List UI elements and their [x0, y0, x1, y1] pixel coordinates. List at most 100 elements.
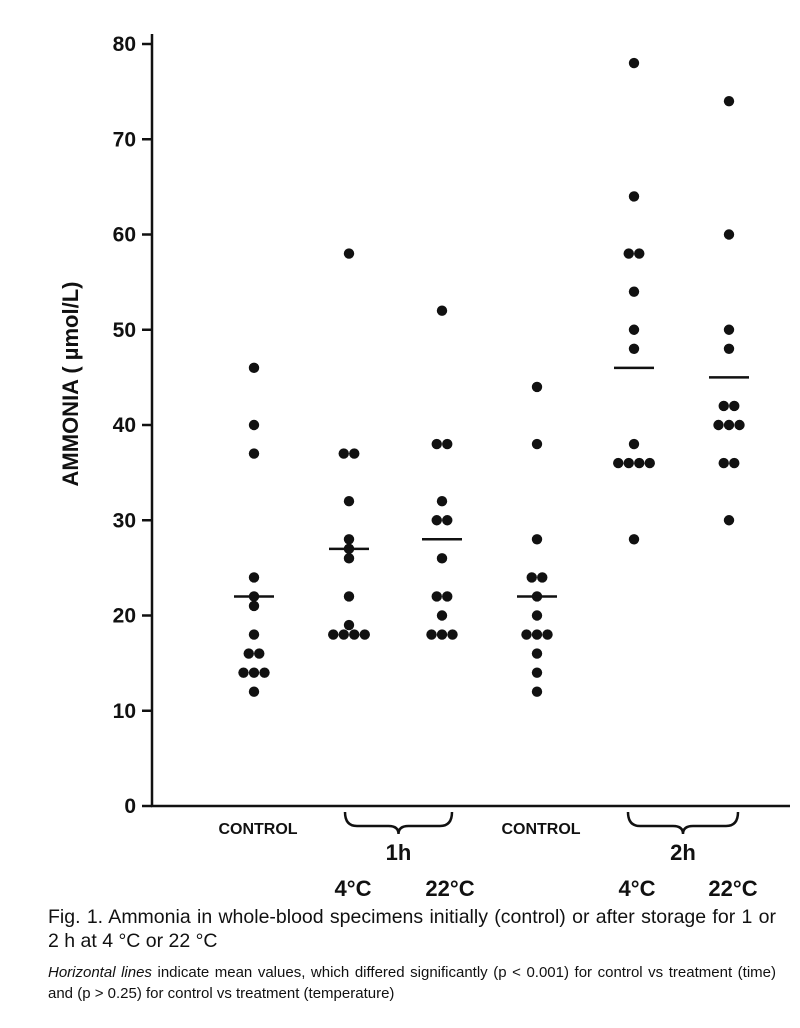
data-point: [718, 400, 729, 412]
data-point: [248, 600, 260, 612]
y-tick-label: 20: [113, 605, 136, 628]
data-point: [531, 610, 543, 621]
data-point: [436, 553, 448, 564]
data-point: [542, 629, 553, 640]
data-point: [442, 438, 453, 450]
data-point: [734, 419, 745, 431]
y-axis-label: AMMONIA ( µmol/L): [58, 282, 83, 487]
data-point: [531, 686, 543, 697]
data-point: [442, 515, 453, 526]
data-point: [431, 438, 442, 450]
data-point: [248, 572, 260, 583]
data-point: [723, 343, 735, 354]
data-point: [238, 667, 249, 678]
x-group-brace: [626, 811, 740, 835]
data-point: [634, 457, 645, 469]
data-point: [248, 362, 260, 374]
figure-note-text: indicate mean values, which differed sig…: [48, 964, 776, 1002]
data-point: [328, 629, 339, 640]
figure-caption: Fig. 1. Ammonia in whole-blood specimens…: [48, 906, 776, 952]
data-point: [243, 648, 254, 659]
x-axis-group-labels: CONTROL CONTROL 1h 2h 4°C 22°C 4°C 22°C: [218, 811, 758, 900]
data-point: [521, 629, 532, 640]
data-point: [729, 400, 740, 412]
data-point: [442, 591, 453, 602]
data-point: [531, 629, 543, 640]
data-point: [431, 515, 442, 526]
x-label-control: CONTROL: [218, 821, 297, 838]
y-tick-label: 0: [124, 795, 136, 818]
ammonia-scatter-chart: 0 10 20 30 40 50 60 70 80 CONTROL CONTROL 1h 2h 4°C 2…: [58, 33, 790, 900]
data-point: [634, 248, 645, 259]
data-point: [531, 667, 543, 678]
figure-note: Horizontal lines indicate mean values, w…: [48, 962, 776, 1004]
data-point: [248, 686, 260, 697]
y-tick-label: 50: [113, 319, 136, 342]
data-point: [531, 438, 543, 450]
data-point: [531, 534, 543, 545]
data-points: [238, 57, 745, 697]
data-point: [343, 496, 355, 507]
x-label-temperature: 4°C: [335, 876, 372, 900]
data-point: [644, 457, 655, 469]
data-point: [426, 629, 437, 640]
data-point: [723, 324, 735, 335]
y-tick-label: 70: [113, 128, 136, 151]
x-label-time: 2h: [670, 840, 696, 865]
data-point: [723, 419, 735, 431]
y-tick-label: 10: [113, 700, 136, 723]
data-point: [623, 457, 634, 469]
x-label-temperature: 22°C: [425, 876, 474, 900]
x-label-temperature: 4°C: [619, 876, 656, 900]
data-point: [723, 95, 735, 107]
data-point: [628, 324, 640, 335]
y-axis-ticks: 0 10 20 30 40 50 60 70 80: [113, 33, 152, 818]
data-point: [436, 610, 448, 621]
data-point: [338, 629, 349, 640]
data-point: [343, 534, 355, 545]
y-tick-label: 80: [113, 33, 136, 56]
data-point: [349, 629, 360, 640]
x-label-control: CONTROL: [501, 821, 580, 838]
x-group-brace: [343, 811, 454, 835]
mean-lines: [234, 366, 749, 598]
data-point: [718, 457, 729, 469]
data-point: [359, 629, 370, 640]
data-point: [531, 381, 543, 393]
y-tick-label: 60: [113, 224, 136, 247]
data-point: [723, 229, 735, 240]
data-point: [343, 591, 355, 602]
figure-note-italic: Horizontal lines: [48, 964, 152, 981]
data-point: [343, 619, 355, 631]
data-point: [447, 629, 458, 640]
data-point: [343, 248, 355, 259]
data-point: [436, 305, 448, 316]
data-point: [343, 553, 355, 564]
data-point: [436, 629, 448, 640]
x-label-temperature: 22°C: [708, 876, 757, 900]
data-point: [628, 438, 640, 450]
data-point: [531, 648, 543, 659]
data-point: [248, 448, 260, 459]
data-point: [248, 419, 260, 431]
data-point: [623, 248, 634, 259]
data-point: [248, 629, 260, 640]
data-point: [537, 572, 548, 583]
data-point: [628, 57, 640, 69]
data-point: [628, 534, 640, 545]
data-point: [628, 286, 640, 297]
data-point: [526, 572, 537, 583]
data-point: [713, 419, 724, 431]
data-point: [729, 457, 740, 469]
data-point: [628, 191, 640, 202]
data-point: [431, 591, 442, 602]
data-point: [436, 496, 448, 507]
data-point: [349, 448, 360, 459]
data-point: [628, 343, 640, 354]
data-point: [723, 515, 735, 526]
axes: [150, 34, 790, 808]
data-point: [248, 667, 260, 678]
data-point: [613, 457, 624, 469]
y-tick-label: 40: [113, 414, 136, 437]
x-label-time: 1h: [386, 840, 412, 865]
